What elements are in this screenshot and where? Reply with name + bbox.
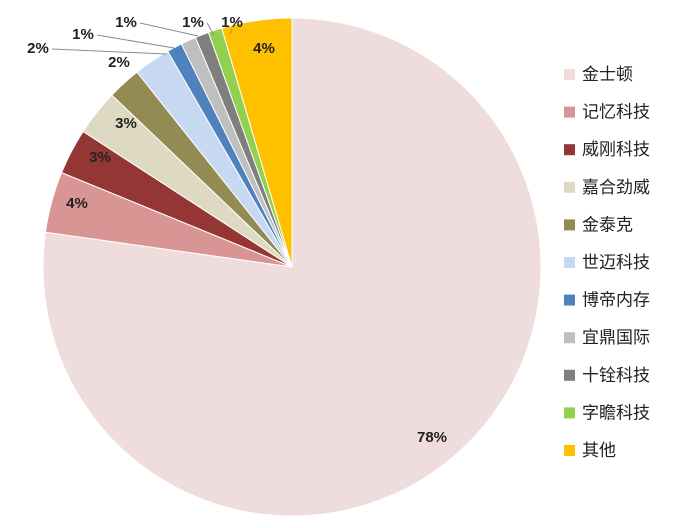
data-label-1: 78% (417, 429, 447, 446)
legend-swatch-11 (564, 445, 575, 456)
legend-swatch-8 (564, 332, 575, 344)
legend-swatch-10 (564, 407, 575, 419)
legend-label-1: 金士顿 (582, 65, 633, 85)
legend-label-11: 其他 (582, 441, 616, 461)
legend-label-3: 威刚科技 (582, 140, 650, 160)
leader-line-7 (96, 34, 175, 49)
legend-label-7: 博帝内存 (582, 291, 650, 311)
legend-label-8: 宜鼎国际 (582, 328, 650, 348)
data-label-8: 1% (115, 14, 137, 31)
legend-swatch-6 (564, 257, 575, 268)
leader-line-10 (229, 28, 233, 35)
legend-label-6: 世迈科技 (582, 253, 650, 273)
legend-swatch-7 (564, 294, 575, 306)
leader-lines (51, 22, 233, 55)
leader-line-8 (139, 22, 199, 37)
legend-swatch-9 (564, 369, 575, 381)
legend-swatch-2 (564, 106, 575, 118)
data-label-5: 2% (108, 54, 130, 71)
data-label-7: 1% (72, 26, 94, 43)
legend-label-5: 金泰克 (582, 215, 633, 235)
legend-label-4: 嘉合劲威 (582, 178, 650, 198)
data-label-11: 4% (253, 40, 275, 57)
legend-swatch-3 (564, 144, 575, 156)
data-label-4: 3% (115, 115, 137, 132)
data-label-9: 1% (182, 14, 204, 31)
leader-line-6 (51, 48, 167, 55)
leader-line-9 (206, 22, 215, 36)
data-label-3: 3% (89, 149, 111, 166)
pie-slice-11 (221, 17, 293, 268)
legend-label-10: 字瞻科技 (582, 403, 650, 423)
data-label-2: 4% (66, 195, 88, 212)
legend-label-9: 十铨科技 (582, 366, 650, 386)
legend-swatch-4 (564, 181, 575, 193)
data-labels: 78% 4% 3%3% 2% 2% 1% 1% 1% 1% 4% (27, 14, 447, 446)
legend-swatch-1 (564, 69, 575, 80)
data-label-6: 2% (27, 40, 49, 57)
legend-swatch-5 (564, 219, 575, 231)
pie-slices (42, 17, 542, 517)
data-label-10: 1% (221, 14, 243, 31)
legend-label-2: 记忆科技 (582, 103, 650, 123)
